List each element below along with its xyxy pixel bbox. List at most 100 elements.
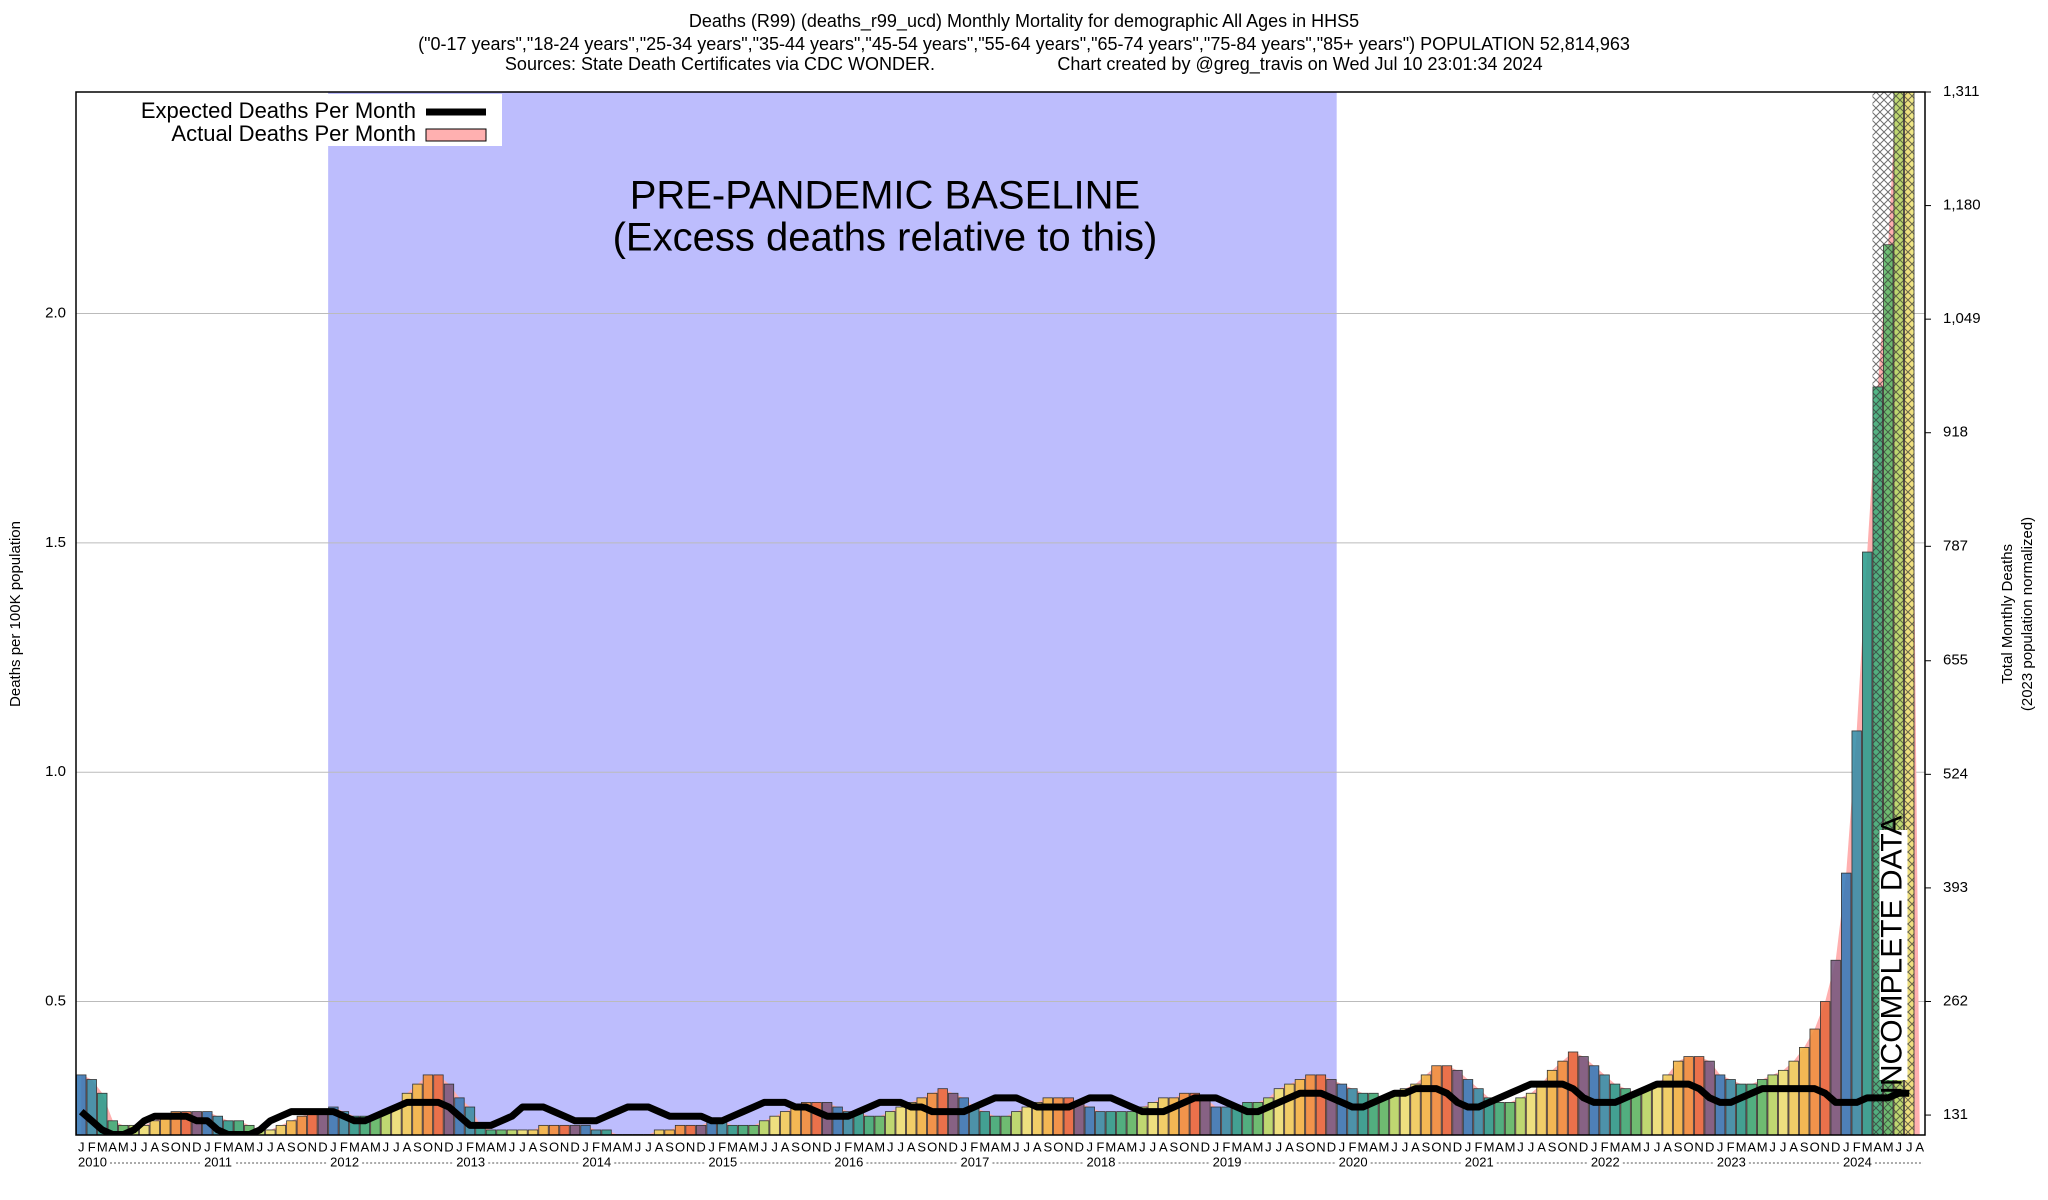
x-tick-label: J xyxy=(1528,1139,1535,1154)
x-tick-label: F xyxy=(214,1139,222,1154)
bar xyxy=(1809,1028,1820,1135)
bar xyxy=(1672,1060,1684,1135)
legend-label: Expected Deaths Per Month xyxy=(141,98,416,123)
x-tick-label: D xyxy=(570,1139,579,1154)
y2-tick-label: 1,049 xyxy=(1943,310,1981,327)
x-tick-label: A xyxy=(781,1139,790,1154)
x-tick-label: D xyxy=(1201,1139,1210,1154)
legend-label: Actual Deaths Per Month xyxy=(171,121,416,146)
x-tick-label: O xyxy=(297,1139,307,1154)
bar xyxy=(601,1129,612,1135)
x-tick-label: A xyxy=(361,1139,370,1154)
bar xyxy=(864,1115,875,1135)
x-tick-label: A xyxy=(613,1139,622,1154)
y-tick-label: 1.5 xyxy=(45,534,66,551)
x-tick-label: F xyxy=(1475,1139,1483,1154)
bar xyxy=(1042,1097,1053,1135)
x-tick-label: J xyxy=(897,1139,904,1154)
bar xyxy=(906,1102,917,1135)
bar xyxy=(1494,1102,1505,1135)
y2-tick-label: 1,180 xyxy=(1943,197,1981,214)
x-tick-label: F xyxy=(1096,1139,1104,1154)
x-tick-label: J xyxy=(1013,1139,1020,1154)
x-tick-label: F xyxy=(1601,1139,1609,1154)
bar xyxy=(349,1115,360,1135)
bar xyxy=(958,1097,969,1135)
bar xyxy=(990,1115,1001,1135)
y2-axis-label: Total Monthly Deaths xyxy=(1999,544,2016,684)
bar xyxy=(1662,1074,1673,1135)
bar xyxy=(1515,1097,1526,1135)
x-tick-label: A xyxy=(907,1139,916,1154)
x-tick-label: D xyxy=(949,1139,958,1154)
bar xyxy=(76,1074,87,1135)
x-tick-label: A xyxy=(865,1139,874,1154)
x-tick-label: A xyxy=(235,1139,244,1154)
x-tick-label: J xyxy=(960,1139,967,1154)
x-tick-label: J xyxy=(761,1139,768,1154)
bar xyxy=(1000,1115,1011,1135)
x-tick-label: S xyxy=(1043,1139,1052,1154)
y2-tick-label: 262 xyxy=(1943,992,1968,1009)
annotation: PRE-PANDEMIC BASELINE xyxy=(630,174,1141,218)
x-tick-label: O xyxy=(1431,1139,1441,1154)
x-tick-label: S xyxy=(791,1139,800,1154)
x-tick-label: J xyxy=(1906,1139,1913,1154)
bar xyxy=(979,1111,990,1135)
x-tick-label: D xyxy=(444,1139,453,1154)
x-tick-label: O xyxy=(1053,1139,1063,1154)
bar xyxy=(559,1124,570,1135)
x-tick-label: M xyxy=(1610,1139,1621,1154)
x-tick-label: D xyxy=(1075,1139,1084,1154)
bar xyxy=(1126,1111,1137,1135)
x-tick-label: J xyxy=(393,1139,400,1154)
bar xyxy=(1420,1074,1432,1135)
x-tick-label: D xyxy=(1327,1139,1336,1154)
year-label: 2014 xyxy=(582,1154,611,1169)
bar xyxy=(737,1124,749,1135)
x-tick-label: F xyxy=(340,1139,348,1154)
bar xyxy=(695,1124,707,1135)
x-tick-label: J xyxy=(1769,1139,1776,1154)
bar xyxy=(1210,1106,1222,1135)
x-tick-label: N xyxy=(1316,1139,1325,1154)
x-tick-label: A xyxy=(1369,1139,1378,1154)
chart-subtitle: ("0-17 years","18-24 years","25-34 years… xyxy=(418,34,1630,54)
bar xyxy=(1609,1083,1621,1135)
bar xyxy=(1252,1102,1264,1135)
x-tick-label: N xyxy=(1064,1139,1073,1154)
x-tick-label: N xyxy=(182,1139,191,1154)
bar xyxy=(895,1106,906,1135)
x-tick-label: M xyxy=(1105,1139,1116,1154)
x-tick-label: J xyxy=(267,1139,274,1154)
x-tick-label: S xyxy=(1170,1139,1179,1154)
x-tick-label: O xyxy=(675,1139,685,1154)
x-tick-label: A xyxy=(1873,1139,1882,1154)
x-tick-label: J xyxy=(635,1139,642,1154)
bar xyxy=(527,1129,539,1135)
x-tick-label: D xyxy=(1705,1139,1714,1154)
x-tick-label: D xyxy=(318,1139,327,1154)
x-tick-label: M xyxy=(1126,1139,1137,1154)
x-tick-label: F xyxy=(970,1139,978,1154)
x-tick-label: J xyxy=(1717,1139,1724,1154)
x-tick-label: J xyxy=(330,1139,337,1154)
bar xyxy=(317,1111,329,1135)
x-tick-label: J xyxy=(1087,1139,1094,1154)
x-tick-label: J xyxy=(1591,1139,1598,1154)
x-tick-label: N xyxy=(938,1139,947,1154)
bar xyxy=(1347,1088,1358,1135)
x-tick-label: A xyxy=(1159,1139,1168,1154)
bar xyxy=(790,1106,801,1135)
bar xyxy=(1147,1102,1158,1135)
x-tick-label: J xyxy=(1643,1139,1650,1154)
bar xyxy=(1778,1069,1789,1135)
y2-tick-label: 524 xyxy=(1943,765,1968,782)
bar xyxy=(328,1106,339,1135)
x-tick-label: J xyxy=(383,1139,390,1154)
x-tick-label: M xyxy=(1883,1139,1894,1154)
bar xyxy=(1032,1102,1043,1135)
year-label: 2023 xyxy=(1717,1154,1746,1169)
x-tick-label: S xyxy=(1800,1139,1809,1154)
